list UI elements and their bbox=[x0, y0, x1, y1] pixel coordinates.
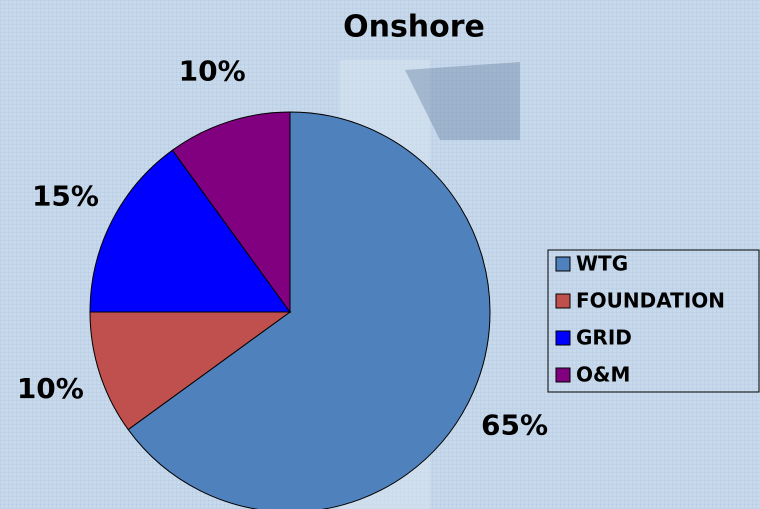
data-label: 15% bbox=[32, 180, 99, 213]
legend-swatch bbox=[556, 368, 570, 382]
data-label: 65% bbox=[481, 408, 548, 441]
chart: Onshore 65% 10% 15% 10% WTG FOUNDATION GRID O&M bbox=[0, 0, 760, 509]
legend-label: GRID bbox=[576, 326, 632, 350]
legend-label: O&M bbox=[576, 363, 630, 387]
data-label: 10% bbox=[179, 54, 246, 87]
legend-swatch bbox=[556, 257, 570, 271]
chart-title: Onshore bbox=[343, 10, 485, 45]
legend-swatch bbox=[556, 294, 570, 308]
legend-label: FOUNDATION bbox=[576, 289, 725, 313]
data-label: 10% bbox=[17, 372, 84, 405]
legend-swatch bbox=[556, 331, 570, 345]
legend-label: WTG bbox=[576, 252, 628, 276]
